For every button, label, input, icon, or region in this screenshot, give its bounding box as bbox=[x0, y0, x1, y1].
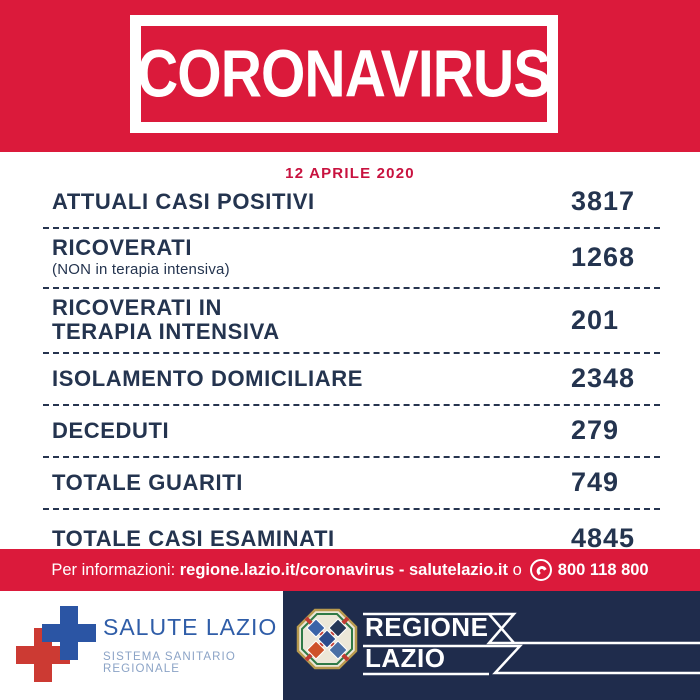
salute-lazio-subtitle: SISTEMA SANITARIO REGIONALE bbox=[103, 651, 236, 675]
regione-lazio-line1: REGIONE bbox=[365, 612, 489, 642]
info-connector: o bbox=[508, 560, 522, 579]
report-date: 12 APRILE 2020 bbox=[285, 165, 415, 182]
stat-row: RICOVERATI (NON in terapia intensiva) 12… bbox=[43, 229, 660, 289]
info-phone-number: 800 118 800 bbox=[557, 560, 649, 579]
stat-row: ATTUALI CASI POSITIVI 3817 bbox=[43, 177, 660, 229]
info-bar: Per informazioni: regione.lazio.it/coron… bbox=[0, 549, 700, 591]
info-urls: regione.lazio.it/coronavirus - salutelaz… bbox=[179, 560, 508, 579]
stat-label: TOTALE GUARITI bbox=[52, 469, 243, 495]
regione-lazio-emblem bbox=[296, 608, 358, 670]
regione-lazio-wordmark-lines bbox=[363, 612, 700, 676]
stat-value: 749 bbox=[571, 467, 620, 497]
banner-frame: CORONAVIRUS bbox=[130, 15, 558, 133]
stat-label: RICOVERATI bbox=[52, 235, 193, 260]
stat-label: ISOLAMENTO DOMICILIARE bbox=[52, 365, 364, 391]
info-prefix: Per informazioni: bbox=[51, 560, 180, 579]
stat-row: ISOLAMENTO DOMICILIARE 2348 bbox=[43, 354, 660, 406]
stat-value: 2348 bbox=[571, 363, 636, 393]
salute-lazio-panel: SALUTE LAZIO SISTEMA SANITARIO REGIONALE bbox=[0, 591, 283, 700]
blue-cross-icon bbox=[60, 606, 78, 660]
footer: SALUTE LAZIO SISTEMA SANITARIO REGIONALE bbox=[0, 591, 700, 700]
stat-value: 3817 bbox=[571, 186, 636, 216]
stat-sublabel: (NON in terapia intensiva) bbox=[52, 261, 230, 278]
stat-label: RICOVERATI IN bbox=[52, 295, 222, 320]
stat-value: 4845 bbox=[571, 523, 636, 553]
stat-row: TOTALE GUARITI 749 bbox=[43, 458, 660, 510]
regione-lazio-line2: LAZIO bbox=[365, 643, 446, 673]
stat-row: TOTALE CASI ESAMINATI 4845 bbox=[43, 510, 660, 564]
stat-value: 1268 bbox=[571, 242, 636, 272]
phone-icon bbox=[529, 558, 553, 582]
stat-value: 279 bbox=[571, 415, 620, 445]
stats-table: ATTUALI CASI POSITIVI 3817 RICOVERATI (N… bbox=[43, 177, 660, 564]
stat-label-line2: TERAPIA INTENSIVA bbox=[52, 319, 280, 344]
stat-label: DECEDUTI bbox=[52, 417, 170, 443]
salute-lazio-cross-logo bbox=[16, 606, 98, 684]
stat-row: RICOVERATI IN TERAPIA INTENSIVA 201 bbox=[43, 289, 660, 354]
stats-section: 12 APRILE 2020 ATTUALI CASI POSITIVI 381… bbox=[0, 152, 700, 553]
regione-lazio-panel: REGIONE LAZIO bbox=[283, 591, 700, 700]
banner-title: CORONAVIRUS bbox=[137, 36, 551, 112]
stat-label: TOTALE CASI ESAMINATI bbox=[52, 525, 335, 551]
stat-row: DECEDUTI 279 bbox=[43, 406, 660, 458]
stat-value: 201 bbox=[571, 304, 620, 335]
banner: CORONAVIRUS bbox=[0, 0, 700, 152]
stat-label: ATTUALI CASI POSITIVI bbox=[52, 188, 315, 214]
salute-lazio-title: SALUTE LAZIO bbox=[103, 614, 278, 640]
